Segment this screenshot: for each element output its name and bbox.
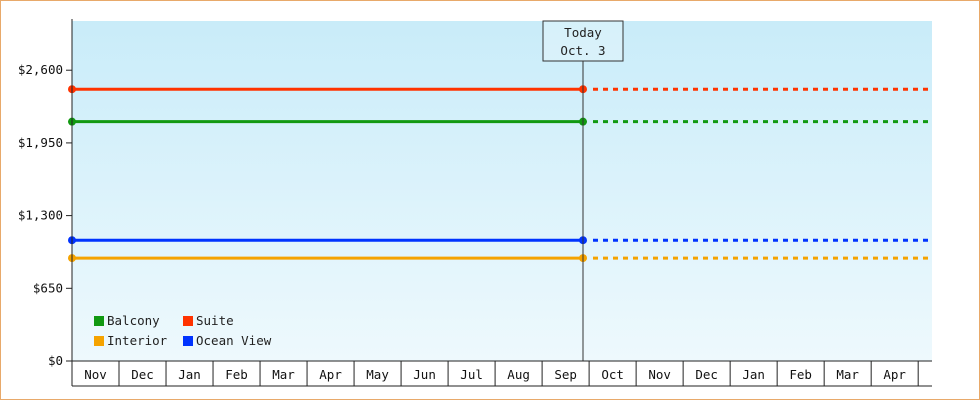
y-tick-label: $650 <box>33 280 63 295</box>
x-tick-label: Apr <box>319 367 342 382</box>
legend-swatch <box>183 316 193 326</box>
x-tick-label: Jan <box>742 367 765 382</box>
legend-swatch <box>94 336 104 346</box>
x-tick-label: Jun <box>413 367 436 382</box>
y-tick-label: $2,600 <box>18 62 63 77</box>
x-tick-label: Nov <box>648 367 671 382</box>
legend-item-label: Suite <box>196 313 234 328</box>
x-tick-label: Mar <box>836 367 859 382</box>
y-tick-label: $0 <box>48 353 63 368</box>
x-tick-label: Aug <box>507 367 530 382</box>
today-callout-line1: Today <box>564 25 602 40</box>
legend-swatch <box>183 336 193 346</box>
x-tick-label: Sep <box>554 367 577 382</box>
x-tick-label: Mar <box>272 367 295 382</box>
legend-item-label: Balcony <box>107 313 160 328</box>
x-tick-label: May <box>366 367 389 382</box>
x-tick-label: Jan <box>178 367 201 382</box>
x-tick-label: Feb <box>225 367 248 382</box>
y-tick-label: $1,300 <box>18 208 63 223</box>
today-callout-line2: Oct. 3 <box>560 43 605 58</box>
x-tick-label: Oct <box>601 367 624 382</box>
legend: Balcony Suite Interior Ocean View <box>94 313 272 348</box>
legend-item-label: Ocean View <box>196 333 272 348</box>
y-tick-label: $1,950 <box>18 135 63 150</box>
x-tick-label: Dec <box>695 367 718 382</box>
x-tick-label: Feb <box>789 367 812 382</box>
x-tick-label: Apr <box>883 367 906 382</box>
x-tick-label: Jul <box>460 367 483 382</box>
today-callout: Today Oct. 3 <box>542 20 624 62</box>
today-callout-box <box>542 20 624 62</box>
plot-area <box>72 21 932 361</box>
legend-swatch <box>94 316 104 326</box>
x-tick-label: Dec <box>131 367 154 382</box>
y-tick-group: $0 $650 $1,300 $1,950 $2,600 <box>18 62 72 368</box>
x-tick-label: Nov <box>84 367 107 382</box>
legend-item-label: Interior <box>107 333 168 348</box>
month-label-group: Nov Dec Jan Feb Mar Apr May Jun Jul Aug Sep Oct Nov D… <box>84 361 919 386</box>
